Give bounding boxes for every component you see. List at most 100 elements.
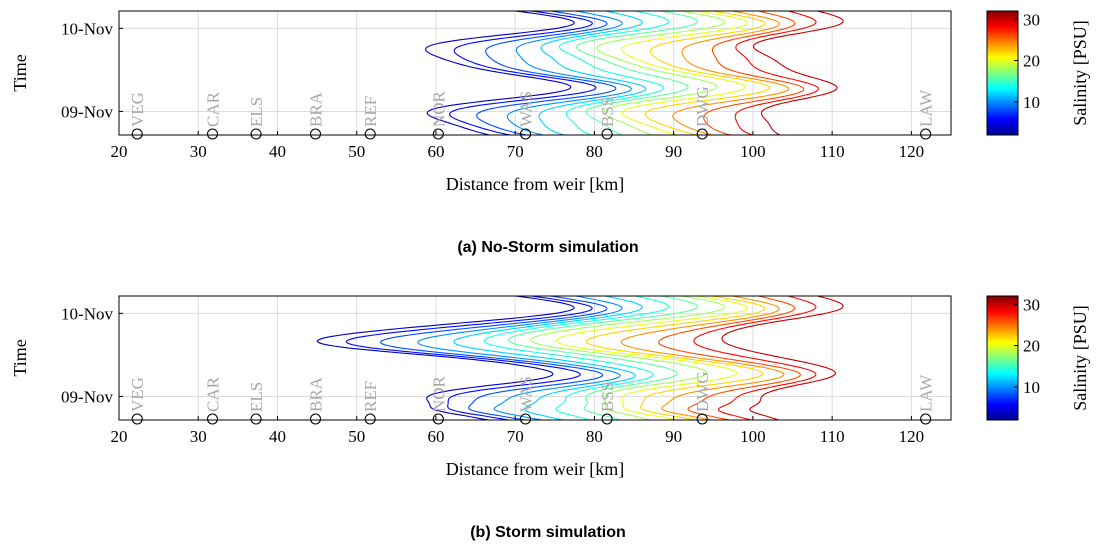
salinity-contour-22 [585, 296, 766, 420]
x-tick-label: 120 [899, 142, 925, 161]
panel-a-caption: (a) No-Storm simulation [457, 239, 638, 256]
panel-b-colorbar-label: Salinity [PSU] [1070, 305, 1090, 411]
panel-b-plot-frame [118, 295, 952, 421]
salinity-contour-24 [620, 296, 785, 420]
salinity-contour-26 [703, 11, 805, 135]
station-label-car: CAR [204, 91, 223, 127]
station-marker-bra [309, 413, 322, 425]
salinity-contour-8 [379, 296, 608, 420]
panel-b-y-axis-label: Time [10, 339, 30, 376]
salinity-contour-30 [721, 296, 844, 420]
station-label-bss: BSS [598, 97, 617, 127]
station-label-car: CAR [204, 376, 223, 412]
panel-b-stations: VEG CAR ELS BRA REF NOR WAS BSS DWG LAW [128, 371, 936, 425]
x-tick-label: 100 [740, 142, 766, 161]
y-tick-label: 09-Nov [61, 102, 113, 121]
colorbar-tick-label: 20 [1023, 337, 1040, 356]
salinity-contour-14 [558, 11, 670, 135]
station-marker-bss [601, 413, 613, 425]
contour-line-group [316, 296, 844, 420]
panel-b-contours [316, 296, 844, 420]
y-tick-label: 10-Nov [61, 304, 113, 323]
x-tick-label: 70 [507, 142, 524, 161]
x-tick-label: 30 [190, 427, 207, 446]
station-marker-was [519, 128, 532, 140]
panel-b-x-axis-label: Distance from weir [km] [446, 459, 624, 479]
station-marker-dwg [696, 413, 708, 425]
station-label-bra: BRA [307, 376, 326, 412]
panel-a-y-axis-label: Time [10, 54, 30, 91]
station-label-ref: REF [361, 96, 380, 127]
salinity-contour-12 [538, 11, 647, 135]
station-marker-bra [309, 128, 322, 140]
colorbar-tick-label: 30 [1023, 295, 1040, 314]
salinity-contour-10 [417, 296, 623, 420]
salinity-contour-20 [555, 296, 748, 420]
station-label-law: LAW [917, 374, 936, 412]
station-marker-law [920, 128, 932, 140]
station-marker-ref [364, 128, 376, 140]
panel-b-caption: (b) Storm simulation [470, 524, 626, 541]
salinity-contour-26 [658, 296, 801, 420]
station-label-els: ELS [247, 382, 266, 412]
station-label-veg: VEG [128, 92, 147, 127]
x-tick-label: 40 [269, 142, 286, 161]
station-label-nor: NOR [429, 375, 448, 412]
x-tick-label: 40 [269, 427, 286, 446]
panel-b-colorbar [986, 295, 1019, 421]
salinity-contour-20 [620, 11, 748, 135]
station-marker-law [920, 413, 932, 425]
station-label-was: WAS [516, 91, 535, 127]
salinity-contour-8 [476, 11, 617, 135]
salinity-contour-18 [596, 11, 726, 135]
salinity-contour-24 [672, 11, 790, 135]
salinity-contour-16 [508, 296, 699, 420]
station-marker-veg [131, 413, 143, 425]
station-marker-els [250, 413, 262, 425]
station-marker-nor [432, 413, 444, 425]
colorbar-tick-label: 30 [1023, 10, 1040, 29]
salinity-contour-4 [316, 296, 575, 420]
salinity-contour-6 [449, 11, 597, 135]
x-tick-label: 90 [665, 142, 682, 161]
panel-b-x-tick-labels: 20 30 40 50 60 70 80 90 100 110 120 [111, 416, 924, 446]
x-tick-label: 90 [665, 427, 682, 446]
station-marker-dwg [696, 128, 708, 140]
station-label-bra: BRA [307, 91, 326, 127]
y-tick-label: 09-Nov [61, 387, 113, 406]
x-tick-label: 30 [190, 142, 207, 161]
x-tick-label: 80 [586, 142, 603, 161]
x-tick-label: 100 [740, 427, 766, 446]
panel-a-grid [118, 11, 951, 135]
x-tick-label: 20 [111, 142, 128, 161]
salinity-contour-28 [693, 296, 817, 420]
panel-a: VEG CAR ELS BRA REF NOR WAS BSS DWG LAW 20 30 40 50 6… [10, 10, 1090, 256]
panel-a-plot-frame [118, 10, 952, 136]
salinity-contour-6 [345, 296, 593, 420]
station-label-nor: NOR [429, 90, 448, 127]
salinity-contour-12 [453, 296, 643, 420]
station-label-ref: REF [361, 381, 380, 412]
contour-line-group [425, 11, 844, 135]
panel-a-colorbar-ticks: 10 20 30 [1014, 10, 1040, 112]
station-label-law: LAW [917, 89, 936, 127]
station-marker-nor [432, 128, 444, 140]
panel-a-contours [425, 11, 844, 135]
station-marker-bss [601, 128, 613, 140]
panel-a-stations: VEG CAR ELS BRA REF NOR WAS BSS DWG LAW [128, 86, 936, 140]
x-tick-label: 110 [820, 427, 845, 446]
salinity-contour-14 [483, 296, 670, 420]
y-tick-label: 10-Nov [61, 19, 113, 38]
x-tick-label: 20 [111, 427, 128, 446]
panel-b-plot-area [119, 296, 951, 420]
salinity-contour-4 [425, 11, 575, 135]
colorbar-tick-label: 20 [1023, 52, 1040, 71]
x-tick-label: 60 [427, 427, 444, 446]
salinity-contour-22 [644, 11, 770, 135]
station-label-was: WAS [516, 376, 535, 412]
x-tick-label: 60 [427, 142, 444, 161]
salinity-contour-10 [506, 11, 632, 135]
panel-a-colorbar [986, 10, 1019, 136]
station-marker-veg [131, 128, 143, 140]
